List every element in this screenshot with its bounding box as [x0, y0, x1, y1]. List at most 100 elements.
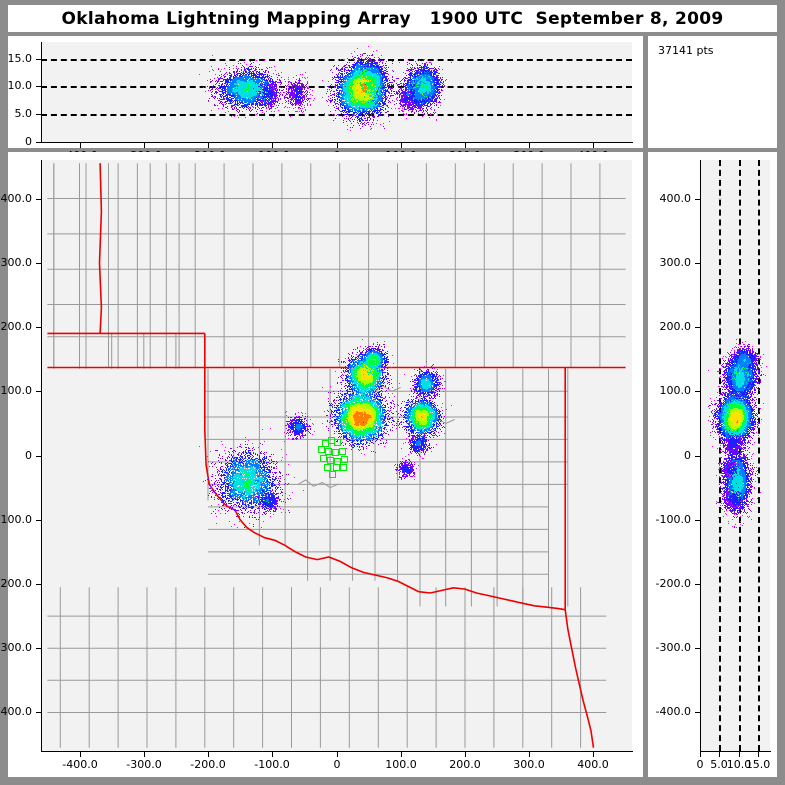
y-tick — [36, 59, 41, 60]
y-tick — [36, 199, 41, 200]
y-tick — [695, 263, 700, 264]
vhf-sources-altitude-ns — [700, 160, 770, 751]
top-plot-area[interactable] — [41, 42, 632, 142]
lma-station-marker — [332, 464, 340, 472]
y-tick-label: 0 — [25, 449, 32, 462]
x-tick — [80, 143, 81, 148]
x-tick-label: -300.0 — [126, 758, 162, 771]
x-tick — [739, 752, 740, 757]
x-tick-label: 15.0 — [745, 758, 771, 771]
y-tick-label: 200.0 — [0, 320, 33, 333]
lma-station-marker — [324, 447, 332, 455]
x-tick-label: 200.0 — [449, 758, 481, 771]
y-tick-label: -200.0 — [0, 577, 32, 590]
lma-station-marker — [331, 448, 339, 456]
x-tick — [700, 752, 701, 757]
lma-station-marker — [340, 463, 348, 471]
map-plot-area[interactable] — [41, 160, 632, 751]
x-tick — [529, 143, 530, 148]
y-tick — [36, 263, 41, 264]
vhf-sources-altitude-ew — [41, 42, 632, 142]
x-tick — [529, 752, 530, 757]
y-tick-label: 10.0 — [7, 79, 33, 92]
x-tick — [144, 752, 145, 757]
y-tick — [695, 712, 700, 713]
x-tick-label: -100.0 — [254, 758, 290, 771]
y-tick-label: 300.0 — [0, 256, 33, 269]
x-tick-label: 5.0 — [710, 758, 728, 771]
y-tick-label: -300.0 — [0, 641, 32, 654]
x-tick-label: 0 — [696, 758, 704, 771]
y-tick — [36, 520, 41, 521]
y-tick — [36, 584, 41, 585]
y-tick — [36, 648, 41, 649]
x-tick — [272, 752, 273, 757]
x-tick — [208, 143, 209, 148]
y-tick — [36, 114, 41, 115]
x-tick-label: -400.0 — [62, 758, 98, 771]
x-tick — [80, 752, 81, 757]
y-tick — [695, 648, 700, 649]
lma-station-marker — [340, 456, 348, 463]
y-tick — [695, 520, 700, 521]
y-tick — [695, 327, 700, 328]
x-axis-line — [41, 142, 633, 143]
x-tick — [465, 752, 466, 757]
y-tick — [695, 584, 700, 585]
y-tick-label: -100.0 — [655, 513, 691, 526]
y-tick-label: -400.0 — [655, 705, 691, 718]
x-tick — [593, 752, 594, 757]
y-tick-label: 100.0 — [659, 384, 692, 397]
y-axis-line — [41, 42, 42, 142]
panel-altitude-vs-north-south[interactable]: -400.0 -300.0 -200.0 -100.0 0 100.0 200.0 300.0… — [648, 152, 777, 777]
y-tick — [695, 456, 700, 457]
point-count-label: 37141 pts — [658, 44, 714, 57]
y-tick-label: 400.0 — [0, 192, 33, 205]
x-tick-label: 0 — [333, 758, 341, 771]
y-tick — [36, 86, 41, 87]
y-tick-label: 300.0 — [659, 256, 692, 269]
lma-station-marker — [329, 471, 337, 479]
x-tick-label: 400.0 — [577, 758, 609, 771]
x-tick-label: 300.0 — [513, 758, 545, 771]
panel-point-count: 37141 pts — [648, 36, 777, 148]
lma-station-marker — [338, 447, 346, 455]
y-tick — [695, 391, 700, 392]
y-axis-line — [700, 160, 701, 751]
x-axis-line — [41, 751, 633, 752]
y-tick-label: 100.0 — [0, 384, 33, 397]
right-plot-area[interactable] — [700, 160, 770, 751]
y-axis-line — [41, 160, 42, 751]
y-tick-label: 15.0 — [7, 52, 33, 65]
lma-station-layer — [41, 160, 632, 751]
y-tick-label: -100.0 — [0, 513, 32, 526]
panel-altitude-vs-east-west[interactable]: -400.0-300.0-200.0-100.00100.0200.0300.0… — [8, 36, 643, 161]
x-axis-line — [700, 751, 771, 752]
x-tick — [593, 143, 594, 148]
x-tick-label: -200.0 — [190, 758, 226, 771]
y-tick-label: -300.0 — [655, 641, 691, 654]
y-tick — [36, 712, 41, 713]
x-tick — [758, 752, 759, 757]
y-tick-label: -400.0 — [0, 705, 32, 718]
y-tick — [36, 142, 41, 143]
title-bar: Oklahoma Lightning Mapping Array 1900 UT… — [8, 5, 777, 32]
x-tick-label: 100.0 — [385, 758, 417, 771]
y-tick-label: 0 — [684, 449, 691, 462]
panel-plan-view-map[interactable]: -400.0 -300.0 -200.0 -100.0 0 100.0 200.0 300.0… — [0, 152, 643, 777]
y-tick-label: 200.0 — [659, 320, 692, 333]
y-tick-label: 400.0 — [659, 192, 692, 205]
y-tick-label: 5.0 — [14, 107, 33, 120]
x-tick — [272, 143, 273, 148]
page-title: Oklahoma Lightning Mapping Array 1900 UT… — [61, 8, 724, 29]
x-tick — [208, 752, 209, 757]
lma-station-marker — [324, 463, 332, 471]
x-tick — [337, 143, 338, 148]
x-tick — [144, 143, 145, 148]
x-tick — [719, 752, 720, 757]
x-tick — [465, 143, 466, 148]
y-tick — [36, 456, 41, 457]
x-tick — [401, 143, 402, 148]
x-tick-label: 10.0 — [726, 758, 752, 771]
